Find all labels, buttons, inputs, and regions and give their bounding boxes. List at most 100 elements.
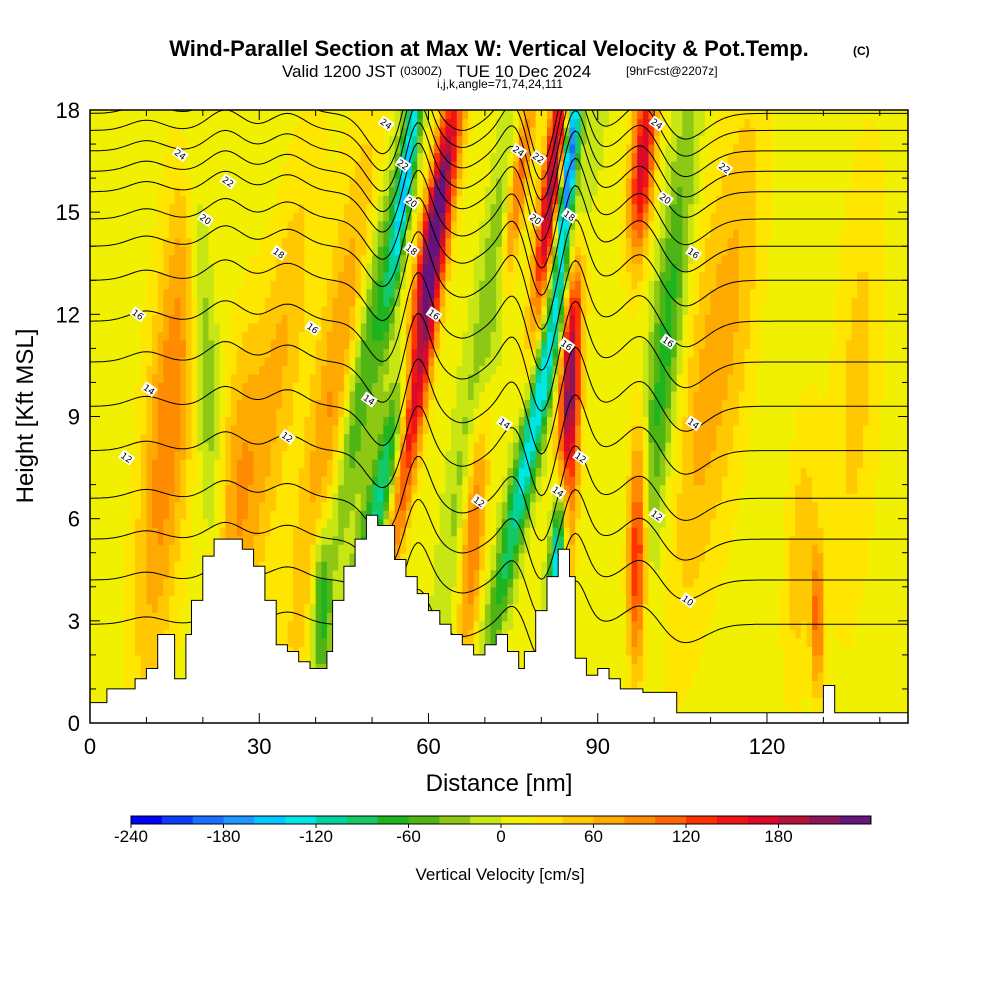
velocity-cell — [174, 646, 181, 656]
velocity-cell — [467, 467, 475, 477]
velocity-cell — [242, 518, 249, 528]
velocity-cell — [434, 297, 441, 307]
velocity-cell — [123, 493, 131, 503]
velocity-cell — [321, 144, 328, 154]
velocity-cell — [174, 629, 181, 639]
velocity-cell — [467, 144, 475, 154]
velocity-cell — [242, 356, 249, 367]
velocity-cell — [264, 322, 272, 332]
velocity-cell — [293, 620, 300, 630]
velocity-cell — [270, 578, 277, 588]
velocity-cell — [135, 254, 142, 264]
velocity-cell — [231, 212, 238, 222]
velocity-cell — [101, 271, 108, 281]
velocity-cell — [417, 186, 424, 196]
velocity-cell — [264, 178, 272, 188]
velocity-cell — [247, 518, 255, 528]
velocity-cell — [90, 152, 97, 162]
velocity-cell — [202, 399, 210, 409]
velocity-cell — [394, 390, 401, 401]
velocity-cell — [281, 220, 289, 230]
velocity-cell — [236, 229, 243, 239]
velocity-cell — [157, 280, 164, 290]
velocity-cell — [428, 484, 435, 494]
velocity-cell — [118, 620, 125, 630]
velocity-cell — [140, 399, 148, 409]
velocity-cell — [90, 348, 97, 358]
velocity-cell — [90, 407, 97, 418]
velocity-cell — [366, 127, 373, 137]
velocity-cell — [349, 314, 356, 324]
velocity-cell — [321, 535, 328, 545]
velocity-cell — [304, 305, 311, 315]
velocity-cell — [428, 152, 435, 162]
velocity-cell — [405, 169, 413, 179]
velocity-cell — [112, 663, 119, 673]
velocity-cell — [298, 297, 305, 307]
velocity-cell — [208, 229, 215, 239]
velocity-cell — [349, 416, 356, 426]
velocity-cell — [417, 544, 424, 554]
velocity-cell — [168, 425, 176, 435]
velocity-cell — [202, 425, 210, 435]
velocity-cell — [366, 501, 373, 511]
velocity-cell — [411, 144, 418, 154]
velocity-cell — [326, 127, 334, 137]
velocity-cell — [247, 203, 255, 213]
velocity-cell — [90, 229, 97, 239]
velocity-cell — [377, 450, 384, 460]
velocity-cell — [332, 356, 339, 367]
velocity-cell — [247, 348, 255, 358]
velocity-cell — [383, 407, 390, 418]
velocity-cell — [310, 373, 317, 384]
velocity-cell — [372, 450, 379, 460]
velocity-cell — [377, 178, 384, 188]
velocity-cell — [146, 339, 153, 349]
velocity-cell — [434, 339, 441, 349]
velocity-cell — [462, 544, 469, 554]
velocity-cell — [168, 144, 176, 154]
velocity-cell — [163, 152, 170, 162]
velocity-cell — [310, 612, 317, 622]
velocity-cell — [360, 314, 368, 324]
velocity-cell — [445, 212, 452, 222]
velocity-cell — [236, 518, 243, 528]
velocity-cell — [264, 493, 272, 503]
velocity-cell — [174, 586, 181, 596]
velocity-cell — [214, 263, 221, 273]
velocity-cell — [343, 510, 351, 520]
velocity-cell — [332, 178, 339, 188]
velocity-cell — [298, 314, 305, 324]
velocity-cell — [377, 237, 384, 247]
velocity-cell — [377, 110, 384, 120]
velocity-cell — [214, 348, 221, 358]
velocity-cell — [355, 425, 362, 435]
velocity-cell — [411, 263, 418, 273]
velocity-cell — [276, 433, 283, 443]
velocity-cell — [90, 280, 97, 290]
velocity-cell — [372, 135, 379, 145]
velocity-cell — [400, 110, 407, 120]
velocity-cell — [168, 416, 176, 426]
velocity-cell — [123, 382, 131, 392]
velocity-cell — [247, 297, 255, 307]
velocity-cell — [293, 229, 300, 239]
velocity-cell — [140, 373, 148, 384]
velocity-cell — [343, 203, 351, 213]
velocity-cell — [219, 246, 226, 256]
velocity-cell — [95, 382, 102, 392]
velocity-cell — [174, 127, 181, 137]
velocity-cell — [281, 144, 289, 154]
velocity-cell — [366, 263, 373, 273]
velocity-cell — [343, 271, 351, 281]
velocity-cell — [135, 595, 142, 605]
velocity-cell — [479, 629, 486, 639]
velocity-cell — [140, 110, 148, 120]
velocity-cell — [123, 578, 131, 588]
velocity-cell — [310, 603, 317, 613]
velocity-cell — [411, 399, 418, 409]
velocity-cell — [343, 407, 351, 418]
velocity-cell — [129, 348, 136, 358]
velocity-cell — [214, 305, 221, 315]
velocity-cell — [197, 535, 204, 545]
